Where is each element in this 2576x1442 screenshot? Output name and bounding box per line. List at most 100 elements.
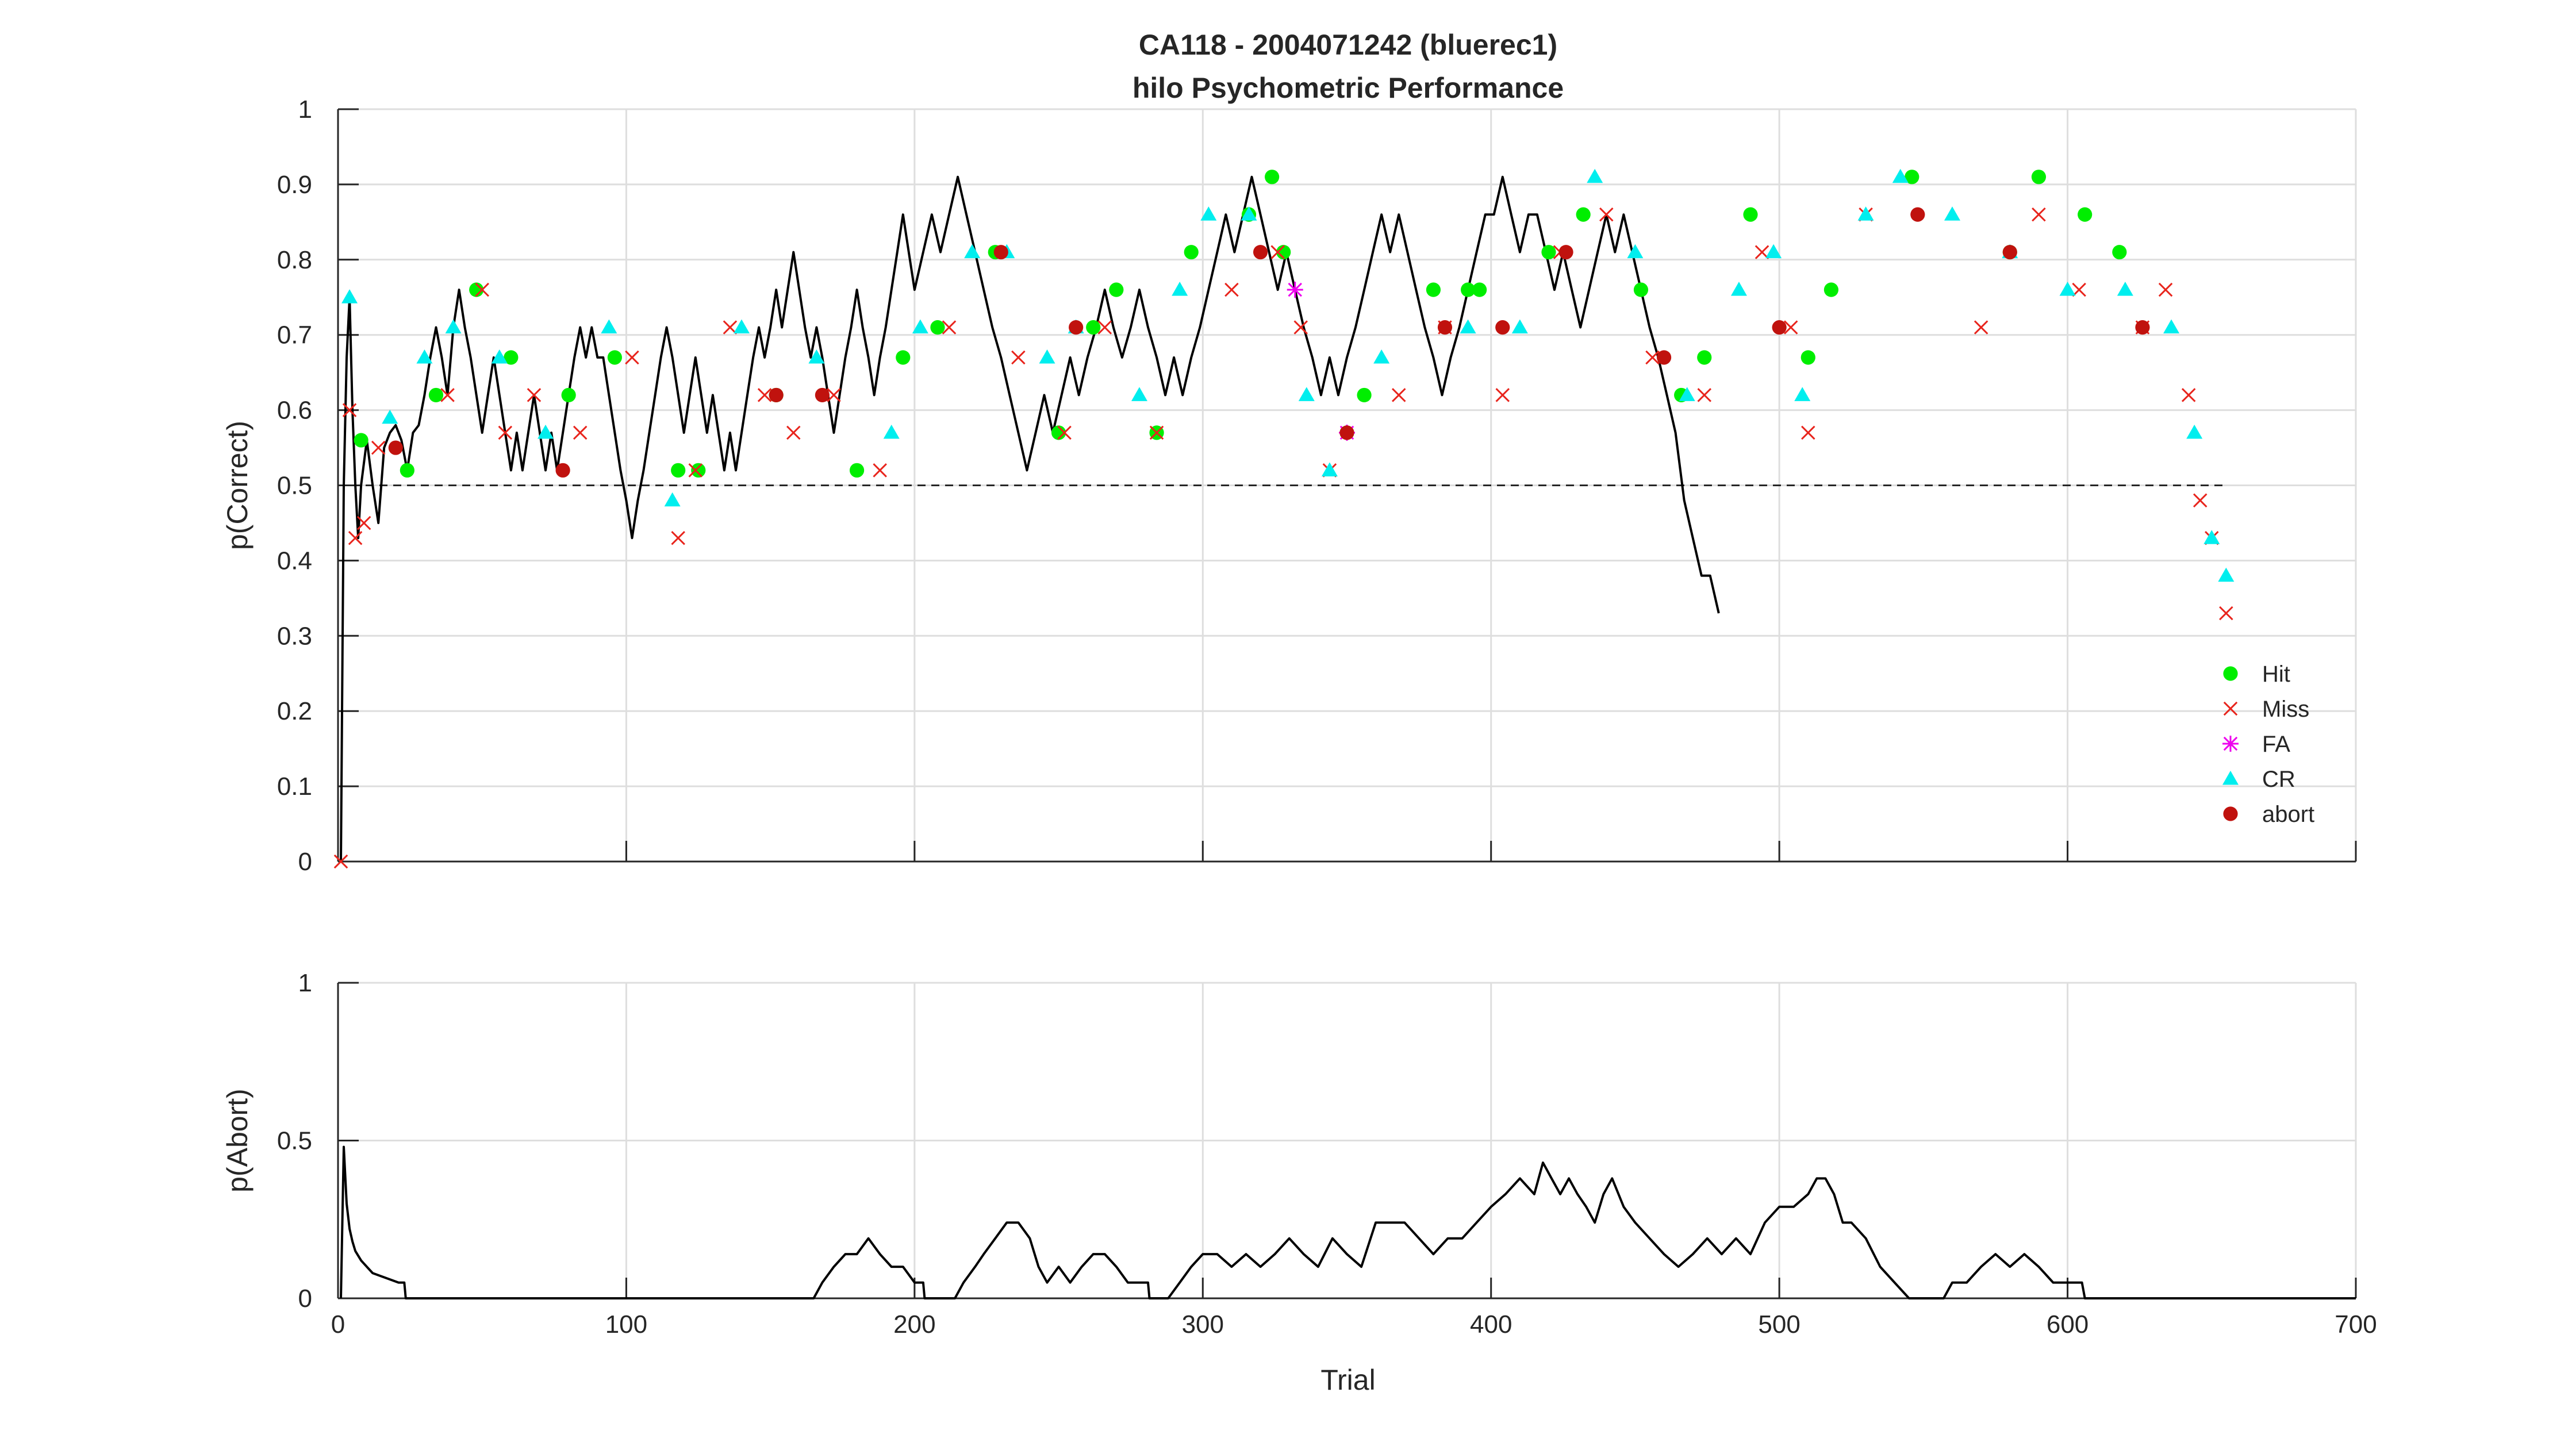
miss-marker-1	[342, 403, 357, 417]
x-tick-label-2: 200	[893, 1310, 935, 1339]
cr-marker-29	[1765, 244, 1782, 259]
top-y-tick-label-6: 0.6	[277, 397, 312, 425]
cr-marker-9	[808, 349, 825, 364]
miss-marker-8	[527, 388, 542, 402]
abort-marker-0	[388, 440, 403, 455]
hit-marker-4	[504, 350, 519, 365]
miss-marker-44	[2193, 493, 2208, 507]
x-tick-label-7: 700	[2335, 1310, 2377, 1339]
legend-fa-marker	[2222, 736, 2239, 752]
hit-marker-5	[561, 387, 576, 403]
abort-marker-4	[993, 245, 1008, 260]
miss-marker-4	[371, 440, 386, 455]
cr-marker-5	[538, 424, 554, 439]
miss-marker-14	[757, 388, 772, 402]
legend-miss-label: Miss	[2262, 697, 2309, 722]
cr-marker-4	[491, 349, 508, 364]
hit-marker-16	[1109, 282, 1124, 297]
bottom-y-axis-label: p(Abort)	[221, 1089, 254, 1193]
cr-marker-38	[2186, 424, 2203, 439]
hit-marker-7	[671, 463, 686, 478]
miss-marker-0	[333, 854, 348, 869]
hit-marker-25	[1461, 282, 1476, 297]
hit-marker-6	[607, 350, 622, 365]
cr-marker-24	[1511, 319, 1528, 334]
x-tick-label-5: 500	[1758, 1310, 1800, 1339]
x-axis-label: Trial	[1320, 1364, 1375, 1396]
x-tick-label-3: 300	[1182, 1310, 1224, 1339]
top-y-tick-label-9: 0.9	[277, 171, 312, 199]
bottom-y-tick-label-2: 1	[298, 969, 312, 997]
legend: Hit Miss FA CR abort	[2222, 662, 2314, 827]
bottom-performance-line	[340, 1145, 2356, 1299]
abort-marker-12	[1772, 320, 1787, 335]
hit-marker-29	[1633, 282, 1649, 297]
x-tick-label-6: 600	[2047, 1310, 2089, 1339]
miss-marker-40	[2072, 282, 2086, 297]
miss-marker-24	[1270, 245, 1285, 259]
legend-miss-marker	[2223, 701, 2238, 716]
hit-marker-8	[691, 463, 706, 478]
legend-abort-marker	[2223, 806, 2238, 821]
cr-marker-6	[601, 319, 617, 334]
legend-cr-marker	[2222, 771, 2239, 785]
miss-marker-42	[2158, 282, 2173, 297]
miss-marker-12	[688, 463, 703, 478]
top-y-tick-label-1: 0.1	[277, 772, 312, 801]
miss-marker-43	[2181, 388, 2196, 402]
cr-marker-12	[964, 244, 981, 259]
cr-marker-1	[382, 409, 398, 424]
bottom-panel: 0 100 200 300 400 500 600 700 0 0.5 1 p(Abort)	[221, 969, 2377, 1339]
bottom-y-tick-label-0: 0	[298, 1285, 312, 1313]
abort-marker-11	[1656, 350, 1672, 365]
cr-marker-28	[1730, 282, 1747, 296]
hit-marker-24	[1426, 282, 1441, 297]
bottom-y-tick-label-1: 0.5	[277, 1127, 312, 1155]
miss-marker-46	[2219, 606, 2233, 621]
x-tick-label-4: 400	[1470, 1310, 1512, 1339]
miss-marker-6	[475, 282, 489, 297]
top-y-tick-label-4: 0.4	[277, 547, 312, 575]
top-y-tick-label-10: 1	[298, 95, 312, 124]
hit-marker-35	[1905, 170, 1919, 184]
hit-marker-28	[1576, 207, 1591, 222]
chart-title-line-1: CA118 - 2004071242 (bluerec1)	[1139, 29, 1557, 61]
abort-marker-10	[1558, 245, 1573, 260]
miss-marker-36	[1801, 425, 1815, 440]
abort-marker-13	[1910, 207, 1925, 222]
hit-marker-26	[1472, 282, 1487, 297]
miss-marker-29	[1495, 388, 1510, 402]
cr-marker-26	[1627, 244, 1644, 259]
miss-marker-11	[671, 530, 685, 545]
x-tick-label-1: 100	[605, 1310, 647, 1339]
cr-marker-14	[1039, 349, 1055, 364]
hit-marker-37	[2031, 170, 2047, 184]
miss-marker-35	[1783, 320, 1798, 334]
hit-marker-1	[400, 463, 414, 478]
miss-marker-22	[1149, 425, 1164, 440]
cr-marker-8	[734, 319, 750, 334]
legend-hit-label: Hit	[2262, 662, 2290, 687]
miss-marker-19	[1011, 350, 1026, 365]
hit-marker-38	[2078, 207, 2093, 222]
miss-marker-18	[942, 320, 957, 334]
hit-marker-12	[930, 320, 945, 335]
miss-marker-32	[1645, 350, 1660, 365]
cr-marker-0	[341, 289, 358, 303]
miss-marker-9	[573, 425, 588, 440]
miss-marker-16	[827, 388, 841, 402]
top-y-tick-label-7: 0.7	[277, 321, 312, 349]
abort-marker-5	[1069, 320, 1084, 335]
hit-marker-20	[1265, 170, 1280, 184]
cr-marker-18	[1200, 206, 1217, 221]
hit-marker-23	[1357, 387, 1372, 403]
abort-marker-3	[815, 387, 830, 403]
miss-marker-33	[1697, 388, 1712, 402]
cr-marker-31	[1857, 206, 1874, 221]
hit-marker-2	[428, 387, 444, 403]
cr-marker-21	[1321, 462, 1338, 476]
hit-marker-10	[849, 463, 865, 478]
legend-fa-label: FA	[2262, 732, 2290, 757]
abort-marker-7	[1339, 425, 1354, 440]
